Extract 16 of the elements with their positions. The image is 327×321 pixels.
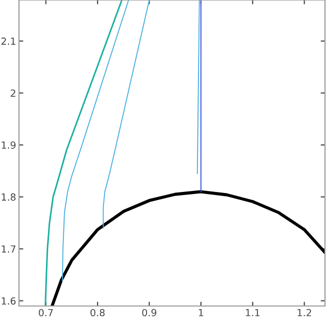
line-series [50,190,325,306]
y-tick-label: 2.1 [1,38,16,45]
y-tick-label: 1.9 [2,141,16,149]
line-series [44,0,123,306]
x-tick-label: 0.8 [90,308,105,316]
line-series [62,0,130,282]
x-tick-label: 0.7 [38,308,53,316]
y-tick-label: 1.8 [2,193,16,201]
y-tick-label: 2 [10,89,16,97]
x-tick-label: 0.9 [142,308,156,316]
x-tick-label: 1.1 [246,309,260,316]
line-series [102,0,150,229]
y-tick-label: 1.6 [2,297,16,305]
x-tick-label: 1 [198,309,204,316]
y-tick-label: 1.7 [2,245,16,253]
x-tick-label: 1.2 [298,308,312,316]
